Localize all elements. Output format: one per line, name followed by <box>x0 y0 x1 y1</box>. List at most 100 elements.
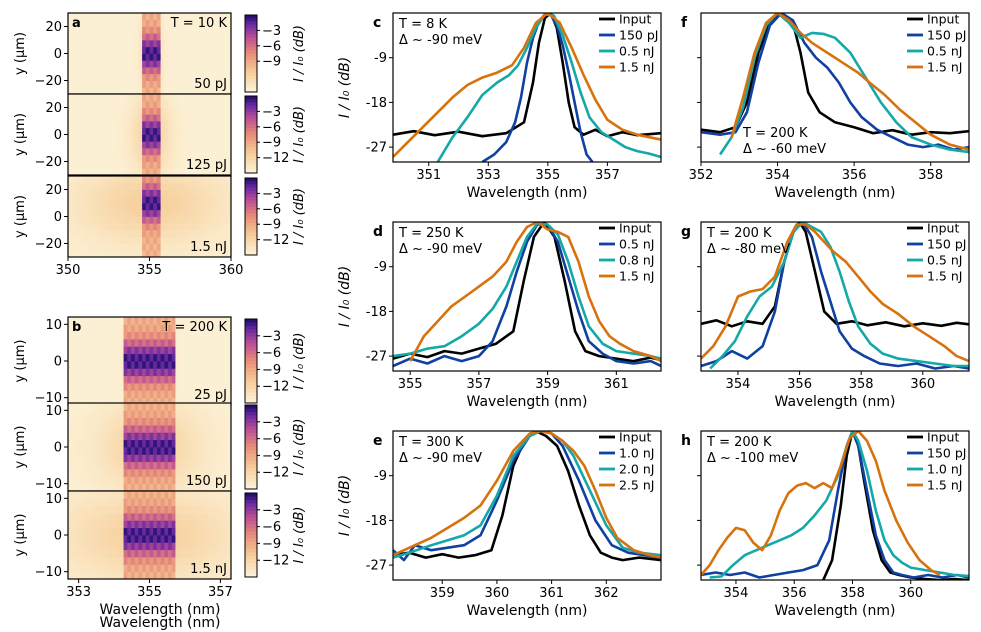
heatmap-cell <box>201 80 206 88</box>
heatmap-cell <box>145 134 150 142</box>
heatmap-cell <box>138 196 143 204</box>
heatmap-cell <box>97 476 102 485</box>
heatmap-cell <box>142 505 147 514</box>
heatmap-cell <box>208 425 213 433</box>
heatmap-cell <box>219 53 224 61</box>
heatmap-cell <box>171 542 176 551</box>
heatmap-cell <box>208 527 213 536</box>
heatmap-cell <box>168 454 173 463</box>
heatmap-cell <box>182 520 187 529</box>
heatmap-cell <box>108 571 113 580</box>
heatmap-cell <box>175 331 180 340</box>
heatmap-cell <box>71 469 76 477</box>
heatmap-cell <box>127 383 132 391</box>
heatmap-cell <box>208 397 213 406</box>
heatmap-cell <box>182 13 187 21</box>
heatmap-cell <box>93 250 99 258</box>
heatmap-cell <box>112 375 117 384</box>
heatmap-cell <box>208 141 213 149</box>
heatmap-cell <box>123 203 128 211</box>
heatmap-cell <box>182 339 187 347</box>
heatmap-cell <box>127 476 132 485</box>
legend-label: 1.5 nJ <box>619 269 654 284</box>
heatmap-cell <box>175 447 180 455</box>
heatmap-cell <box>193 40 199 48</box>
heatmap-cell <box>90 397 95 406</box>
heatmap-cell <box>68 353 73 362</box>
heatmap-cell <box>223 94 228 102</box>
colorbar-segment <box>245 181 257 185</box>
heatmap-cell <box>75 209 80 217</box>
heatmap-cell <box>90 216 95 224</box>
heatmap-cell <box>93 121 99 129</box>
heatmap-cell <box>112 26 117 34</box>
heatmap-cell <box>105 94 110 102</box>
heatmap-cell <box>216 331 221 340</box>
heatmap-cell <box>190 383 195 391</box>
heatmap-cell <box>86 527 91 536</box>
heatmap-cell <box>138 520 143 529</box>
colorbar-segment <box>245 415 257 420</box>
heatmap-cell <box>186 243 191 251</box>
heatmap-cell <box>186 100 191 108</box>
colorbar-segment <box>245 322 257 327</box>
heatmap-cell <box>186 368 191 377</box>
heatmap-cell <box>105 19 110 27</box>
heatmap-cell <box>93 346 99 355</box>
heatmap-cell <box>175 425 180 433</box>
y-tick-label: 0 <box>54 355 62 370</box>
heatmap-cell <box>97 383 102 391</box>
heatmap-cell <box>201 469 206 477</box>
x-axis-title: Wavelength (nm) <box>467 394 588 410</box>
heatmap-cell <box>138 223 143 231</box>
heatmap-cell <box>86 236 91 244</box>
heatmap-cell <box>212 383 217 391</box>
heatmap-cell <box>127 331 132 340</box>
heatmap-cell <box>68 368 73 377</box>
heatmap-cell <box>227 40 232 48</box>
heatmap-cell <box>105 542 110 551</box>
heatmap-cell <box>208 432 213 441</box>
heatmap-cell <box>227 19 232 27</box>
heatmap-cell <box>108 209 113 217</box>
heatmap-cell <box>216 571 221 580</box>
heatmap-cell <box>223 114 228 122</box>
heatmap-cell <box>112 447 117 455</box>
heatmap-cell <box>82 564 87 573</box>
heatmap-cell <box>134 53 139 61</box>
heatmap-cell <box>197 339 202 347</box>
heatmap-cell <box>75 564 80 573</box>
heatmap-cell <box>227 127 232 135</box>
heatmap-cell <box>119 368 124 377</box>
heatmap-cell <box>105 571 110 580</box>
heatmap-cell <box>149 469 154 477</box>
heatmap-cell <box>216 176 221 184</box>
heatmap-cell <box>127 542 132 551</box>
heatmap-cell <box>97 236 102 244</box>
heatmap-cell <box>79 557 84 565</box>
heatmap-cell <box>130 461 136 470</box>
heatmap-cell <box>127 161 132 169</box>
heatmap-cell <box>93 439 99 448</box>
heatmap-cell <box>153 454 158 463</box>
heatmap-cell <box>164 216 169 224</box>
heatmap-cell <box>123 40 128 48</box>
heatmap-cell <box>208 203 213 211</box>
heatmap-cell <box>175 410 180 419</box>
colorbar-segment <box>245 419 257 423</box>
heatmap-cell <box>197 498 202 507</box>
heatmap-cell <box>90 425 95 433</box>
heatmap-cell <box>156 53 162 61</box>
heatmap-cell <box>182 26 187 34</box>
heatmap-cell <box>149 324 154 333</box>
heatmap-cell <box>223 121 228 129</box>
heatmap-cell <box>193 182 199 190</box>
heatmap-cell <box>175 375 180 384</box>
heatmap-cell <box>82 80 87 88</box>
heatmap-cell <box>123 67 128 75</box>
heatmap-cell <box>101 447 106 455</box>
heatmap-cell <box>227 243 232 251</box>
heatmap-cell <box>90 19 95 27</box>
heatmap-cell <box>212 498 217 507</box>
heatmap-cell <box>186 230 191 238</box>
